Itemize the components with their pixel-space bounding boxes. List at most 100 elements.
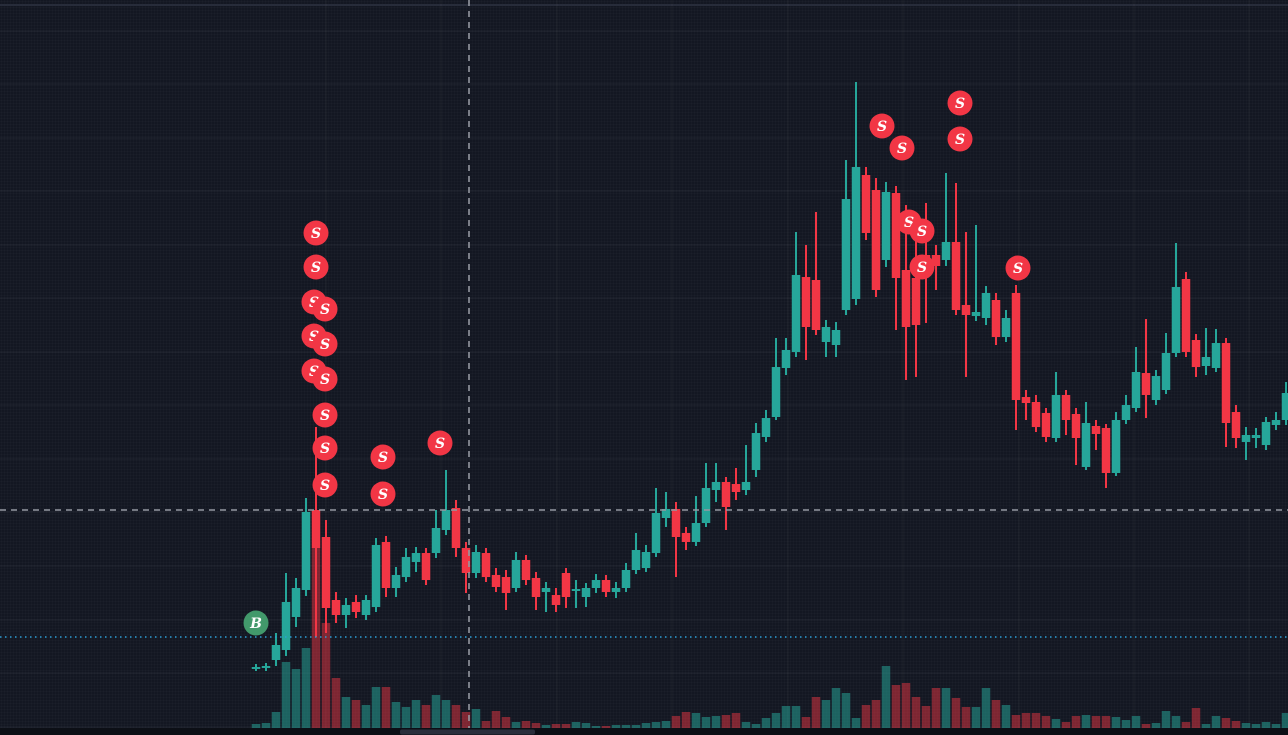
sell-marker-label: S [309,364,319,380]
sell-marker[interactable]: S [312,435,338,461]
sell-marker[interactable]: S [303,254,329,280]
candle-body [621,570,631,588]
sell-marker[interactable]: S [312,366,338,392]
candle-body [601,580,611,592]
sell-marker[interactable]: S [370,481,396,507]
candle-body [831,330,841,345]
volume-bar [351,700,361,728]
candle-body [591,580,601,588]
sell-marker[interactable]: S [1005,255,1031,281]
sell-marker-circle [370,444,396,470]
candle-body [351,602,361,612]
volume-bar [671,716,681,728]
candle-body [261,666,271,668]
volume-bar [681,712,691,728]
sell-marker[interactable]: S [947,90,973,116]
sell-marker[interactable]: S [370,444,396,470]
candle-wick [1205,328,1207,375]
volume-bar [621,725,631,728]
sell-marker[interactable]: S [947,126,973,152]
volume-bar [951,698,961,728]
sell-marker[interactable]: S [869,113,895,139]
candle-body [751,433,761,470]
candle-body [1141,373,1151,395]
volume-bar [491,711,501,728]
candle-body [671,509,681,537]
buy-marker[interactable]: B [243,610,269,636]
sell-marker-circle [947,126,973,152]
candle-body [391,575,401,588]
candle-body [1161,353,1171,390]
candle-body [331,600,341,615]
candle-body [1001,318,1011,337]
scrollbar-thumb[interactable] [400,729,535,735]
volume-bar [401,707,411,728]
candle-body [551,595,561,605]
sell-marker-label: S [917,224,927,240]
volume-bar [831,688,841,728]
sell-marker[interactable]: S [427,430,453,456]
volume-bar [1071,716,1081,728]
candle-body [961,305,971,315]
sell-marker-label: S [311,226,321,242]
sell-marker-circle [869,113,895,139]
candle-body [481,553,491,577]
candle-wick [1245,427,1247,460]
sell-marker-label: S [320,372,330,388]
sell-marker[interactable]: S [909,254,935,280]
volume-bar [1271,724,1281,728]
sell-marker-label: S [877,119,887,135]
sell-marker[interactable]: S [312,296,338,322]
volume-bar [561,724,571,728]
volume-bar [1031,713,1041,728]
volume-bar [931,688,941,728]
candle-body [1281,393,1288,420]
candle-body [721,482,731,507]
volume-bar [1171,716,1181,728]
volume-bar [291,669,301,728]
volume-bar [1161,711,1171,728]
volume-bar [1211,716,1221,728]
sell-marker[interactable]: S [312,331,338,357]
volume-bar [1141,724,1151,728]
volume-bar [1061,722,1071,728]
candle-body [641,552,651,568]
sell-marker-circle [312,435,338,461]
candle-wick [745,445,747,495]
candle-body [421,553,431,580]
volume-bar [311,548,321,728]
sell-marker-label: S [904,215,914,231]
candle-body [771,367,781,417]
sell-marker[interactable]: S [312,402,338,428]
volume-bar [531,723,541,728]
volume-bar [281,662,291,728]
sell-marker[interactable]: S [909,218,935,244]
volume-bar [551,724,561,728]
sell-marker-circle [370,481,396,507]
volume-bar [741,722,751,728]
sell-marker[interactable]: S [312,472,338,498]
sell-marker-circle [312,402,338,428]
candle-body [1251,435,1261,438]
sell-marker-label: S [378,450,388,466]
volume-bar [631,725,641,728]
sell-marker-circle [312,331,338,357]
candle-body [761,418,771,437]
candle-body [611,588,621,592]
volume-bar [371,687,381,728]
volume-bar [991,700,1001,728]
candle-body [1021,397,1031,403]
volume-bar [1081,715,1091,728]
sell-marker-label: S [917,260,927,276]
sell-marker[interactable]: S [889,135,915,161]
candle-wick [945,173,947,266]
sell-marker[interactable]: S [303,220,329,246]
volume-bar [441,700,451,728]
candle-body [381,542,391,588]
candle-body [1121,405,1131,420]
sell-marker-circle [427,430,453,456]
sell-marker-label: S [309,295,319,311]
bottom-strip [0,728,1288,735]
